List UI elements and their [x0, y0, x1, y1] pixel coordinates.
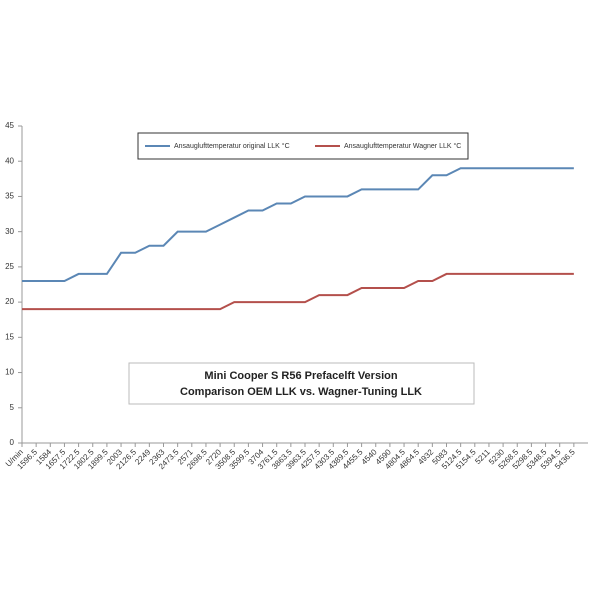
- y-tick-label: 35: [5, 192, 14, 201]
- legend-label: Ansauglufttemperatur original LLK °C: [174, 142, 290, 150]
- y-tick-label: 15: [5, 332, 14, 341]
- series-line: [22, 167, 574, 282]
- chart-title: Mini Cooper S R56 Prefacelft Version: [204, 370, 397, 382]
- y-tick-label: 45: [5, 121, 14, 130]
- y-tick-label: 0: [10, 438, 15, 447]
- y-tick-label: 10: [5, 368, 14, 377]
- y-tick-label: 30: [5, 227, 14, 236]
- legend-box: [137, 132, 469, 160]
- y-tick-label: 5: [10, 403, 15, 412]
- chart-subtitle: Comparison OEM LLK vs. Wagner-Tuning LLK: [180, 386, 422, 398]
- y-tick-label: 20: [5, 297, 14, 306]
- y-tick-label: 25: [5, 262, 14, 271]
- legend-label: Ansauglufttemperatur Wagner LLK °C: [344, 142, 461, 150]
- y-tick-label: 40: [5, 156, 14, 165]
- title-box: [128, 362, 475, 405]
- series-line: [22, 272, 574, 311]
